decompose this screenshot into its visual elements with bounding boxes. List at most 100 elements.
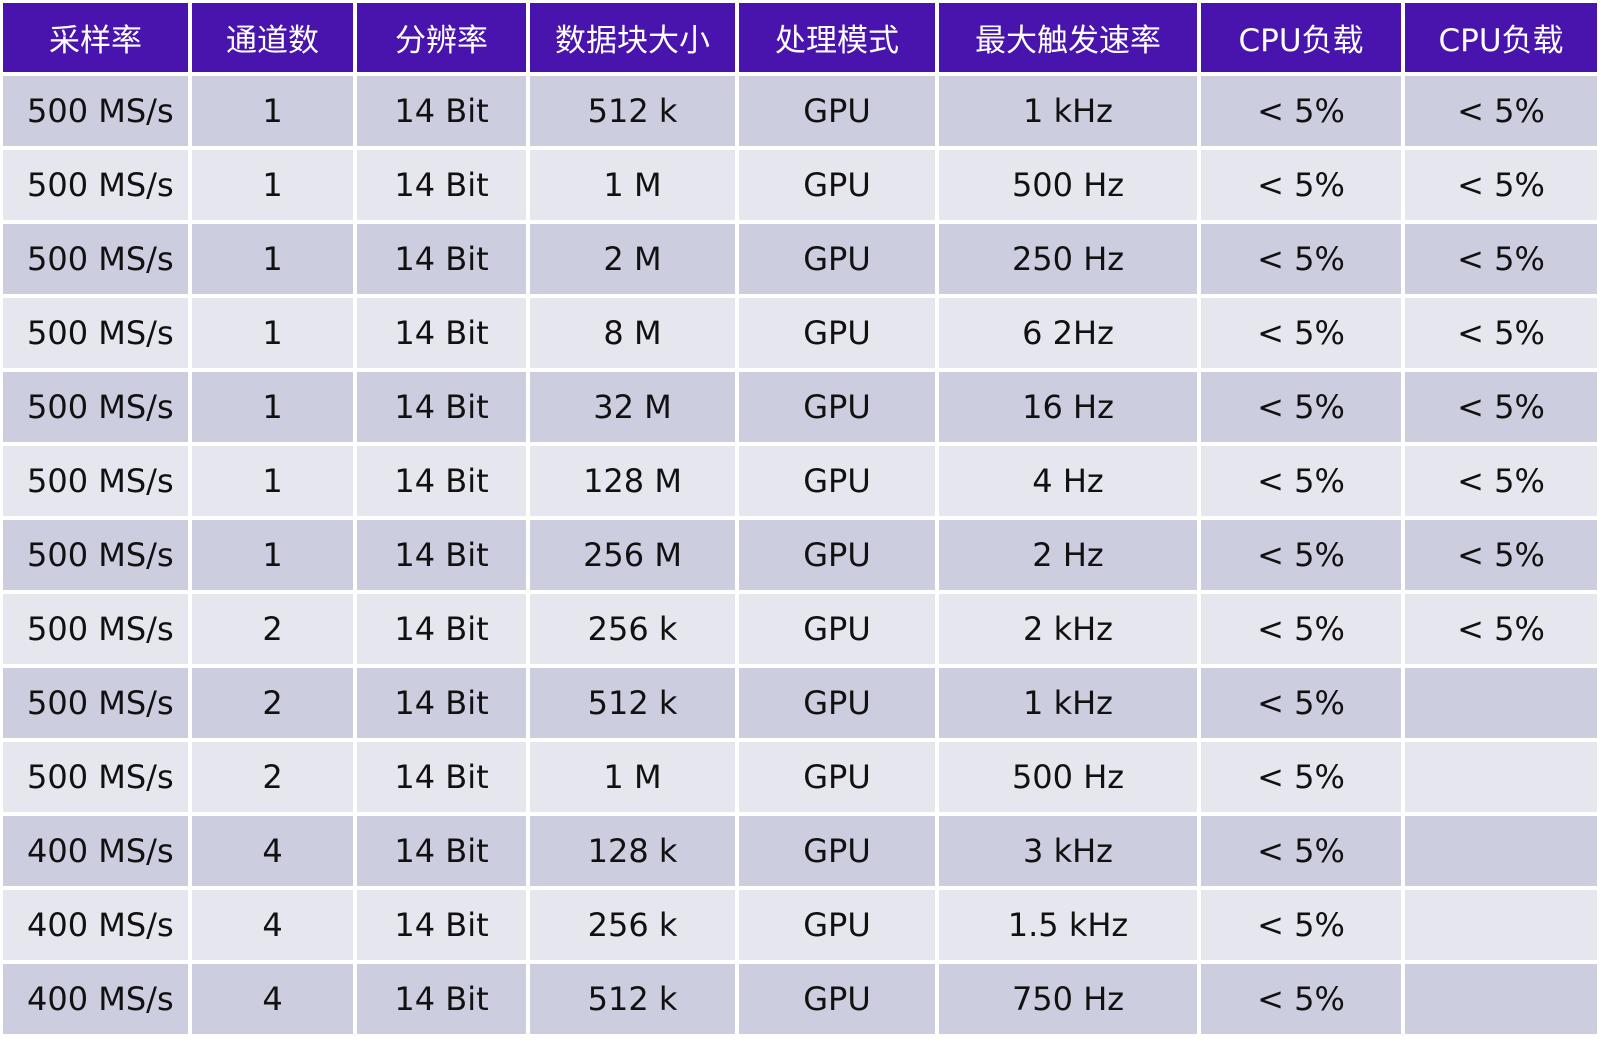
column-header: 通道数 (192, 3, 353, 72)
table-cell: 400 MS/s (3, 816, 188, 886)
table-cell: 14 Bit (357, 372, 526, 442)
table-cell: 2 (192, 594, 353, 664)
table-cell: 1 (192, 372, 353, 442)
table-cell: < 5% (1201, 520, 1401, 590)
table-row: 500 MS/s 1 14 Bit 256 M GPU 2 Hz < 5% < 5% (3, 520, 1597, 590)
table-cell: < 5% (1405, 76, 1597, 146)
table-cell: 2 M (530, 224, 735, 294)
table-cell: < 5% (1201, 668, 1401, 738)
table-cell: < 5% (1405, 224, 1597, 294)
table-row: 500 MS/s 2 14 Bit 512 k GPU 1 kHz < 5% (3, 668, 1597, 738)
table-cell: < 5% (1201, 742, 1401, 812)
table-cell (1405, 742, 1597, 812)
table-cell: < 5% (1201, 76, 1401, 146)
table-cell: 1 (192, 224, 353, 294)
table-cell: 14 Bit (357, 76, 526, 146)
table-cell: 8 M (530, 298, 735, 368)
table-cell: 256 k (530, 890, 735, 960)
table-cell: 512 k (530, 76, 735, 146)
table-cell: 1 M (530, 150, 735, 220)
table-cell: < 5% (1201, 816, 1401, 886)
table-row: 400 MS/s 4 14 Bit 256 k GPU 1.5 kHz < 5% (3, 890, 1597, 960)
table-cell (1405, 964, 1597, 1034)
table-cell: 128 k (530, 816, 735, 886)
table-cell: 1.5 kHz (939, 890, 1197, 960)
table-cell: 32 M (530, 372, 735, 442)
table-cell: GPU (739, 742, 935, 812)
table-cell: < 5% (1201, 372, 1401, 442)
table-cell: 1 kHz (939, 668, 1197, 738)
table-row: 500 MS/s 1 14 Bit 8 M GPU 6 2Hz < 5% < 5% (3, 298, 1597, 368)
table-cell: 14 Bit (357, 446, 526, 516)
table-cell: 4 (192, 890, 353, 960)
table-cell (1405, 668, 1597, 738)
table-cell: GPU (739, 76, 935, 146)
table-cell: 1 (192, 150, 353, 220)
table-cell: 128 M (530, 446, 735, 516)
table-cell: 4 Hz (939, 446, 1197, 516)
column-header: CPU负载 (1405, 3, 1597, 72)
table-row: 500 MS/s 2 14 Bit 1 M GPU 500 Hz < 5% (3, 742, 1597, 812)
table-cell: < 5% (1201, 890, 1401, 960)
table-cell: < 5% (1201, 224, 1401, 294)
table-cell: 14 Bit (357, 816, 526, 886)
table-cell: 14 Bit (357, 150, 526, 220)
table-cell: 500 Hz (939, 742, 1197, 812)
table-cell: 500 MS/s (3, 76, 188, 146)
table-cell: 3 kHz (939, 816, 1197, 886)
table-cell: GPU (739, 372, 935, 442)
spec-table: 采样率 通道数 分辨率 数据块大小 处理模式 最大触发速率 CPU负载 CPU负载 500 M… (3, 3, 1597, 1034)
table-cell: 500 Hz (939, 150, 1197, 220)
table-cell (1405, 890, 1597, 960)
table-cell: < 5% (1405, 150, 1597, 220)
table-cell: GPU (739, 964, 935, 1034)
table-cell: < 5% (1201, 594, 1401, 664)
table-cell: GPU (739, 298, 935, 368)
table-cell: 1 (192, 76, 353, 146)
table-cell: 500 MS/s (3, 446, 188, 516)
table-cell: 1 kHz (939, 76, 1197, 146)
table-cell: 500 MS/s (3, 520, 188, 590)
column-header: 分辨率 (357, 3, 526, 72)
table-cell: GPU (739, 150, 935, 220)
table-cell: < 5% (1405, 446, 1597, 516)
table-row: 500 MS/s 1 14 Bit 128 M GPU 4 Hz < 5% < 5% (3, 446, 1597, 516)
table-cell: < 5% (1405, 520, 1597, 590)
column-header: 最大触发速率 (939, 3, 1197, 72)
table-cell: 256 k (530, 594, 735, 664)
table-cell: 400 MS/s (3, 964, 188, 1034)
table-cell: 2 Hz (939, 520, 1197, 590)
table-cell: 14 Bit (357, 224, 526, 294)
table-cell: 500 MS/s (3, 150, 188, 220)
table-cell: 750 Hz (939, 964, 1197, 1034)
column-header: 处理模式 (739, 3, 935, 72)
table-cell: 400 MS/s (3, 890, 188, 960)
table-cell: < 5% (1405, 298, 1597, 368)
table-cell: 6 2Hz (939, 298, 1197, 368)
table-cell: 14 Bit (357, 594, 526, 664)
table-cell: GPU (739, 890, 935, 960)
table-row: 500 MS/s 1 14 Bit 32 M GPU 16 Hz < 5% < 5% (3, 372, 1597, 442)
table-cell: 1 (192, 520, 353, 590)
table-cell: < 5% (1201, 298, 1401, 368)
table-cell: 4 (192, 964, 353, 1034)
table-cell: 250 Hz (939, 224, 1197, 294)
table-cell: < 5% (1201, 964, 1401, 1034)
header-row: 采样率 通道数 分辨率 数据块大小 处理模式 最大触发速率 CPU负载 CPU负载 (3, 3, 1597, 72)
table-cell: 500 MS/s (3, 224, 188, 294)
table-cell: 500 MS/s (3, 742, 188, 812)
column-header: 数据块大小 (530, 3, 735, 72)
table-row: 500 MS/s 2 14 Bit 256 k GPU 2 kHz < 5% < 5% (3, 594, 1597, 664)
table-cell: 4 (192, 816, 353, 886)
column-header: 采样率 (3, 3, 188, 72)
table-cell: 14 Bit (357, 742, 526, 812)
table-cell: GPU (739, 594, 935, 664)
table-cell: GPU (739, 446, 935, 516)
table-row: 400 MS/s 4 14 Bit 128 k GPU 3 kHz < 5% (3, 816, 1597, 886)
table-cell: < 5% (1405, 372, 1597, 442)
table-cell: 14 Bit (357, 964, 526, 1034)
table-cell: 1 (192, 298, 353, 368)
table-cell: 14 Bit (357, 890, 526, 960)
table-cell: < 5% (1201, 446, 1401, 516)
table-cell: GPU (739, 816, 935, 886)
